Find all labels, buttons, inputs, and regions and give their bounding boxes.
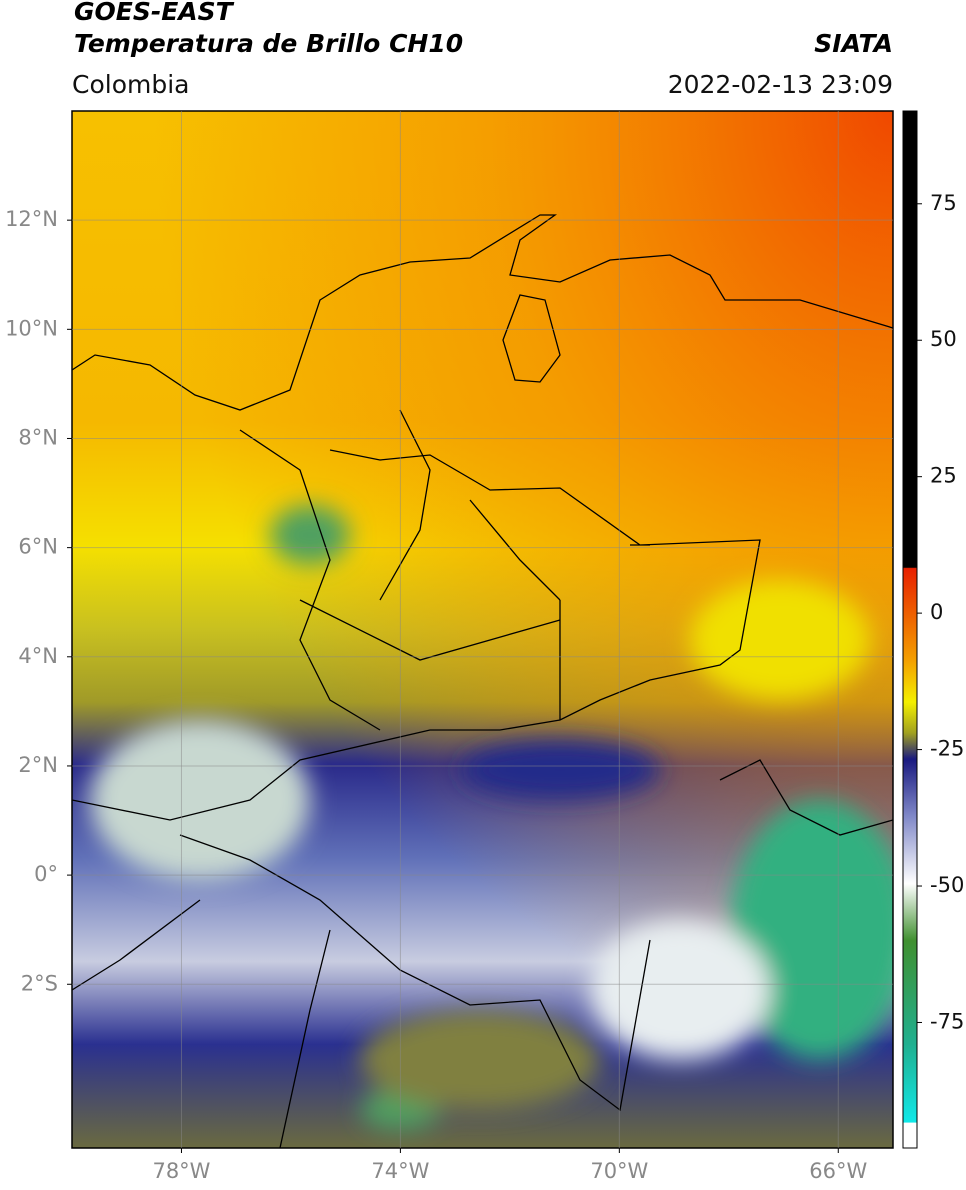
y-tick-label: 8°N — [18, 425, 58, 449]
colorbar-tick-label: 75 — [930, 191, 957, 215]
colorbar-tick-label: 25 — [930, 464, 957, 488]
y-tick-label: 4°N — [18, 644, 58, 668]
satellite-image — [72, 111, 893, 1148]
x-tick-label: 74°W — [371, 1159, 429, 1183]
y-tick-label: 0° — [34, 862, 58, 886]
colorbar-tick-label: 50 — [930, 327, 957, 351]
datetime: 2022-02-13 23:09 — [668, 70, 893, 99]
y-tick-label: 2°N — [18, 753, 58, 777]
colorbar-tick-label: -50 — [930, 873, 964, 897]
y-tick-label: 6°N — [18, 535, 58, 559]
colorbar-tick-label: 0 — [930, 600, 943, 624]
colorbar-tick-label: -75 — [930, 1009, 964, 1033]
colorbar — [902, 110, 918, 1149]
y-tick-label: 10°N — [5, 316, 58, 340]
source: SIATA — [814, 29, 893, 58]
x-tick-label: 66°W — [809, 1159, 867, 1183]
x-tick-label: 78°W — [152, 1159, 210, 1183]
colorbar-tick-label: -25 — [930, 737, 964, 761]
y-tick-label: 2°S — [21, 971, 58, 995]
map-frame — [71, 110, 894, 1149]
region: Colombia — [72, 70, 189, 99]
title: GOES-EAST — [74, 0, 235, 26]
subtitle: Temperatura de Brillo CH10 — [74, 29, 463, 58]
x-tick-label: 70°W — [590, 1159, 648, 1183]
y-tick-label: 12°N — [5, 207, 58, 231]
